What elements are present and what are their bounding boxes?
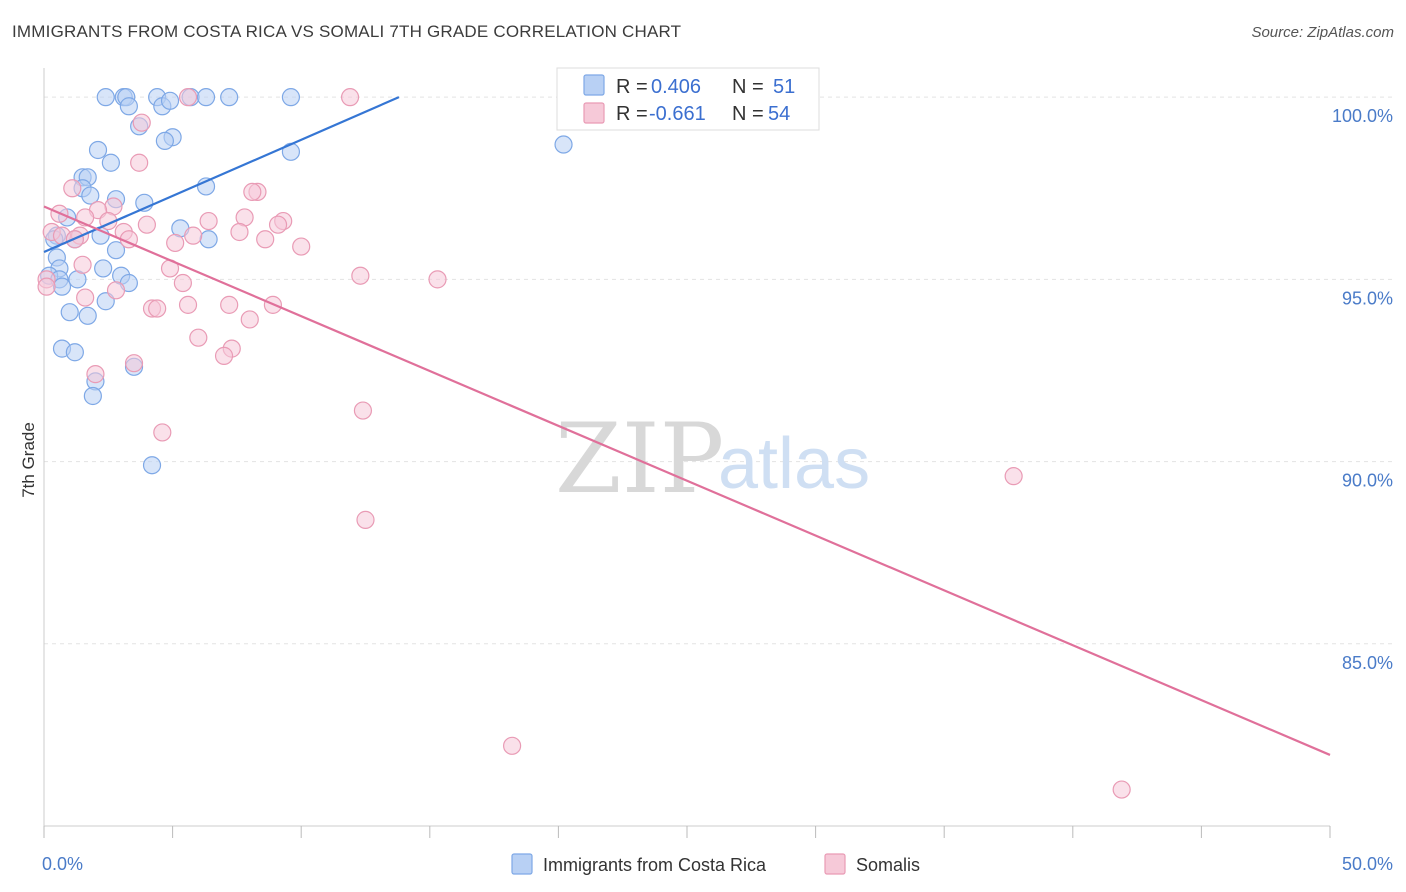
- point-somali: [503, 736, 522, 755]
- series-legend-label-costa-rica: Immigrants from Costa Rica: [543, 855, 767, 875]
- series-legend-swatch-costa-rica: [511, 853, 533, 875]
- legend-n-value-costa-rica: 51: [773, 76, 795, 98]
- grid-lines: [44, 96, 1395, 645]
- point-costa_rica: [94, 259, 113, 278]
- chart-source: Source: ZipAtlas.com: [1251, 24, 1394, 41]
- point-somali: [428, 270, 447, 289]
- point-costa_rica: [96, 88, 115, 107]
- point-somali: [178, 295, 198, 314]
- point-somali: [153, 423, 172, 442]
- point-somali: [173, 273, 192, 293]
- point-somali: [230, 222, 249, 242]
- legend-r-label-costa-rica: R =: [616, 76, 648, 98]
- point-somali: [199, 211, 218, 231]
- point-somali: [356, 510, 375, 529]
- legend-r-value-costa-rica: 0.406: [651, 76, 701, 98]
- point-somali: [292, 237, 311, 256]
- point-costa_rica: [196, 88, 216, 107]
- point-somali: [63, 179, 82, 198]
- correlation-legend: R = 0.406 N = 51 R = -0.661 N = 54: [556, 67, 820, 131]
- point-somali: [220, 295, 239, 314]
- x-tick-label: 0.0%: [42, 854, 83, 874]
- legend-r-value-somali: -0.661: [649, 103, 706, 125]
- point-somali: [124, 354, 144, 373]
- y-tick-label: 100.0%: [1332, 106, 1393, 126]
- point-costa_rica: [160, 91, 180, 110]
- point-somali: [214, 346, 234, 365]
- point-costa_rica: [52, 277, 72, 296]
- point-somali: [132, 113, 151, 132]
- point-costa_rica: [65, 343, 84, 362]
- y-tick-label: 85.0%: [1342, 653, 1393, 673]
- series-legend: Immigrants from Costa Rica Somalis: [511, 853, 920, 875]
- series-legend-label-somali: Somalis: [856, 855, 920, 875]
- trend-lines: [43, 96, 1331, 756]
- legend-n-label-costa-rica: N =: [732, 76, 764, 98]
- point-somali: [137, 215, 156, 234]
- legend-swatch-somali: [583, 102, 605, 124]
- point-costa_rica: [220, 88, 239, 107]
- point-costa_rica: [78, 306, 97, 325]
- point-costa_rica: [554, 135, 573, 154]
- point-somali: [86, 365, 105, 384]
- axes: 100.0% 95.0% 90.0% 85.0% 0.0% 50.0%: [42, 68, 1393, 874]
- point-costa_rica: [142, 456, 162, 475]
- y-tick-label: 95.0%: [1342, 288, 1393, 308]
- point-somali: [340, 88, 360, 107]
- point-somali: [37, 277, 56, 296]
- watermark-atlas: atlas: [718, 424, 870, 504]
- point-costa_rica: [199, 230, 218, 249]
- point-somali: [256, 230, 275, 249]
- point-somali: [106, 281, 126, 300]
- point-costa_rica: [106, 241, 126, 260]
- point-somali: [240, 310, 259, 329]
- x-tick-label: 50.0%: [1342, 854, 1393, 874]
- point-somali: [130, 153, 149, 172]
- point-somali: [243, 182, 262, 202]
- trend-line-somali: [43, 205, 1331, 756]
- point-costa_rica: [101, 153, 120, 172]
- watermark-zip: ZIP: [555, 403, 724, 515]
- point-costa_rica: [60, 303, 79, 322]
- point-costa_rica: [81, 186, 100, 205]
- legend-n-label-somali: N =: [732, 103, 764, 125]
- point-somali: [1112, 780, 1131, 799]
- point-somali: [184, 226, 203, 245]
- series-legend-swatch-somali: [824, 853, 846, 875]
- legend-swatch-costa-rica: [583, 74, 605, 96]
- point-somali: [351, 266, 370, 285]
- point-costa_rica: [88, 140, 108, 160]
- chart-title: IMMIGRANTS FROM COSTA RICA VS SOMALI 7TH…: [12, 22, 682, 41]
- point-somali: [76, 288, 95, 307]
- point-somali: [353, 401, 373, 420]
- point-somali: [1004, 467, 1023, 486]
- point-somali: [268, 215, 288, 234]
- point-somali: [148, 299, 167, 318]
- point-somali: [178, 88, 198, 107]
- legend-n-value-somali: 54: [768, 103, 790, 125]
- y-axis-label: 7th Grade: [19, 422, 38, 498]
- y-tick-label: 90.0%: [1342, 471, 1393, 491]
- point-costa_rica: [281, 88, 301, 107]
- legend-r-label-somali: R =: [616, 103, 648, 125]
- point-costa_rica: [155, 131, 174, 150]
- data-points: [37, 88, 1131, 799]
- point-somali: [189, 328, 208, 347]
- trend-line-costa_rica: [43, 96, 400, 254]
- point-costa_rica: [119, 97, 138, 116]
- point-costa_rica: [83, 386, 102, 406]
- point-somali: [73, 255, 92, 274]
- point-somali: [166, 233, 185, 253]
